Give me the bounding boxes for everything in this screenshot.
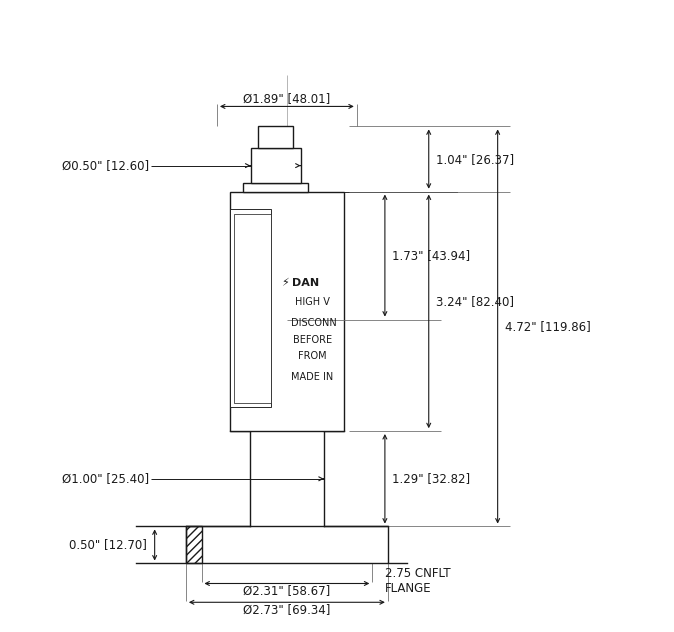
Text: FROM: FROM <box>298 351 327 362</box>
Text: 1.73" [43.94]: 1.73" [43.94] <box>392 249 470 262</box>
Text: Ø1.89" [48.01]: Ø1.89" [48.01] <box>243 92 330 105</box>
Bar <box>230 191 344 431</box>
Text: BEFORE: BEFORE <box>293 334 332 344</box>
Bar <box>234 214 271 403</box>
Text: 1.29" [32.82]: 1.29" [32.82] <box>392 472 470 485</box>
Text: 2.75 CNFLT
FLANGE: 2.75 CNFLT FLANGE <box>385 566 450 595</box>
Text: Ø2.73" [69.34]: Ø2.73" [69.34] <box>243 604 330 616</box>
Text: 1.04" [26.37]: 1.04" [26.37] <box>436 152 514 166</box>
Bar <box>230 209 271 407</box>
Bar <box>186 526 388 564</box>
Bar <box>243 183 308 191</box>
Text: Ø2.31" [58.67]: Ø2.31" [58.67] <box>243 585 330 597</box>
Text: HIGH V: HIGH V <box>295 297 330 307</box>
Text: 3.24" [82.40]: 3.24" [82.40] <box>436 296 514 308</box>
Bar <box>258 126 293 149</box>
Bar <box>186 526 202 564</box>
Text: Ø0.50" [12.60]: Ø0.50" [12.60] <box>62 159 150 172</box>
Text: ⚡: ⚡ <box>281 278 288 288</box>
Text: 4.72" [119.86]: 4.72" [119.86] <box>506 320 591 333</box>
Text: 0.50" [12.70]: 0.50" [12.70] <box>69 538 147 552</box>
Text: DISCONN: DISCONN <box>290 318 336 327</box>
Bar <box>251 149 301 183</box>
Text: Ø1.00" [25.40]: Ø1.00" [25.40] <box>62 472 150 485</box>
Text: DAN: DAN <box>292 278 319 288</box>
Text: MADE IN: MADE IN <box>290 372 333 382</box>
